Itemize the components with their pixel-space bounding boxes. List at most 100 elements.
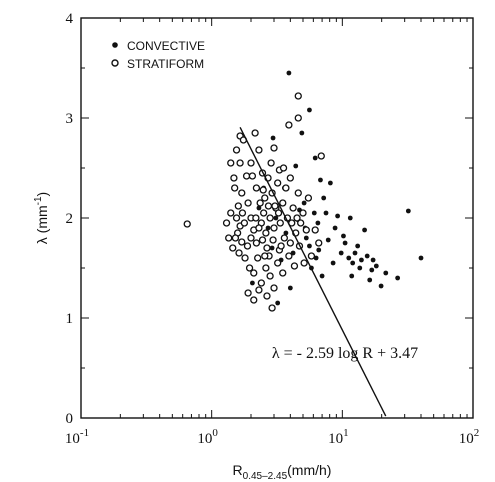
point-stratiform xyxy=(248,172,257,180)
point-stratiform xyxy=(280,234,289,242)
point-convective xyxy=(303,235,309,241)
point-stratiform xyxy=(260,209,268,217)
x-tick-label-exponent: 0 xyxy=(212,427,218,439)
x-tick-label-exponent: 2 xyxy=(474,427,480,439)
point-convective xyxy=(405,208,411,214)
point-stratiform xyxy=(290,262,299,270)
y-tick-label: 2 xyxy=(66,211,74,227)
point-convective xyxy=(256,205,262,211)
point-stratiform xyxy=(250,269,258,277)
x-axis-label-main: R xyxy=(233,462,243,478)
y-tick-label: 0 xyxy=(66,411,74,427)
point-convective xyxy=(327,180,333,186)
x-tick-label: 100 xyxy=(197,427,218,447)
point-stratiform xyxy=(256,199,264,207)
point-convective xyxy=(395,275,401,281)
point-convective xyxy=(367,277,373,283)
point-stratiform xyxy=(227,209,235,217)
point-stratiform xyxy=(307,252,316,260)
point-convective xyxy=(342,240,348,246)
point-convective xyxy=(323,210,329,216)
point-stratiform xyxy=(247,159,255,167)
x-tick-label: 102 xyxy=(459,427,480,447)
point-stratiform xyxy=(274,209,283,217)
point-stratiform xyxy=(238,209,247,217)
point-convective xyxy=(287,285,293,291)
point-convective xyxy=(299,130,305,136)
point-stratiform xyxy=(231,234,240,242)
point-convective xyxy=(347,215,353,221)
point-convective xyxy=(352,250,358,256)
point-stratiform xyxy=(240,219,249,227)
point-stratiform xyxy=(262,264,270,272)
point-convective xyxy=(378,283,384,289)
point-convective xyxy=(362,227,367,233)
legend: CONVECTIVE STRATIFORM xyxy=(111,39,205,71)
point-stratiform xyxy=(242,172,251,180)
point-stratiform xyxy=(225,234,233,242)
point-stratiform xyxy=(302,226,310,234)
point-stratiform xyxy=(230,174,238,182)
legend-marker-convective xyxy=(112,42,118,48)
point-convective xyxy=(286,70,292,76)
point-stratiform xyxy=(244,199,252,207)
point-convective xyxy=(273,215,279,221)
point-stratiform xyxy=(267,159,275,167)
point-stratiform xyxy=(257,279,265,287)
fit-equation: λ = - 2.59 log R + 3.47 xyxy=(272,345,418,362)
point-stratiform xyxy=(222,219,231,227)
point-convective xyxy=(357,265,363,271)
point-stratiform xyxy=(236,159,244,167)
point-convective xyxy=(307,243,312,249)
point-stratiform xyxy=(294,114,302,122)
point-stratiform xyxy=(251,129,259,137)
point-convective xyxy=(359,257,364,263)
point-stratiform xyxy=(286,174,294,182)
y-tick-label: 1 xyxy=(66,311,74,327)
point-stratiform xyxy=(227,159,235,167)
point-convective xyxy=(270,135,276,141)
point-stratiform xyxy=(270,224,278,232)
point-convective xyxy=(369,267,375,273)
point-convective xyxy=(338,250,344,256)
point-stratiform xyxy=(270,144,278,152)
point-stratiform xyxy=(264,202,273,210)
point-stratiform xyxy=(299,209,307,217)
point-convective xyxy=(349,273,355,279)
point-convective xyxy=(355,243,361,249)
point-stratiform xyxy=(317,152,325,160)
point-stratiform xyxy=(270,284,278,292)
point-stratiform xyxy=(262,229,270,237)
point-convective xyxy=(316,247,322,253)
legend-label-convective: CONVECTIVE xyxy=(127,39,205,53)
point-stratiform xyxy=(285,252,293,260)
point-convective xyxy=(341,233,346,239)
point-stratiform xyxy=(315,239,323,247)
point-convective xyxy=(330,260,336,266)
fit-line-group xyxy=(239,127,387,417)
y-axis-label: λ (mm-1) xyxy=(33,192,50,244)
x-tick-label-base: 10 xyxy=(328,431,343,447)
x-axis-label-unit: (mm/h) xyxy=(287,462,331,478)
point-convective xyxy=(307,107,312,113)
point-stratiform xyxy=(232,214,241,222)
point-convective xyxy=(332,225,338,231)
point-stratiform xyxy=(274,179,282,187)
point-convective xyxy=(373,263,379,269)
point-convective xyxy=(346,255,352,261)
point-convective xyxy=(311,210,317,216)
point-stratiform xyxy=(263,292,271,300)
legend-label-stratiform: STRATIFORM xyxy=(127,57,204,71)
point-convective xyxy=(321,195,327,201)
x-tick-label: 10-1 xyxy=(65,427,89,447)
point-stratiform xyxy=(231,184,239,192)
x-tick-label-base: 10 xyxy=(65,431,80,447)
point-stratiform xyxy=(263,244,271,252)
point-stratiform xyxy=(285,121,293,129)
point-stratiform xyxy=(294,92,302,100)
point-convective xyxy=(364,253,370,259)
point-convective xyxy=(335,213,341,219)
point-stratiform xyxy=(235,249,243,257)
